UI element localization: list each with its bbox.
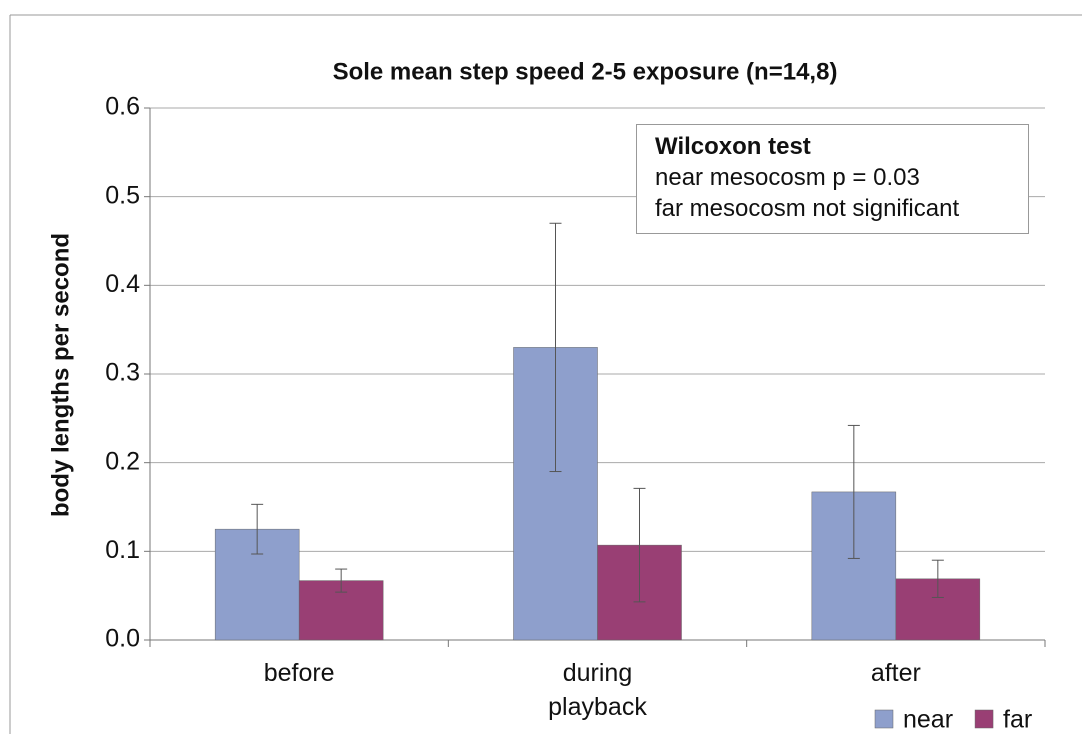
- error-bar: [847, 424, 860, 559]
- y-tick-label: 0.0: [105, 625, 140, 653]
- annotation-title: Wilcoxon test: [655, 133, 811, 160]
- x-tick-label: during playback: [548, 659, 647, 721]
- error-bar: [633, 487, 646, 603]
- annotation-box: Wilcoxon test near mesocosm p = 0.03 far…: [636, 124, 1029, 234]
- error-bar: [549, 222, 562, 473]
- annotation-line: near mesocosm p = 0.03: [655, 164, 920, 191]
- x-tick-label: before: [263, 659, 335, 687]
- y-tick-label: 0.6: [105, 93, 140, 121]
- legend-label: near: [903, 706, 953, 734]
- x-tick-label: after: [870, 659, 921, 687]
- chart-title: Sole mean step speed 2-5 exposure (n=14,…: [333, 58, 838, 85]
- y-tick-label: 0.4: [105, 270, 140, 298]
- y-tick-label: 0.2: [105, 447, 140, 475]
- y-tick-label: 0.3: [105, 359, 140, 387]
- error-bar: [335, 568, 348, 593]
- legend-swatch: [874, 709, 894, 729]
- annotation-line: far mesocosm not significant: [655, 195, 960, 222]
- y-tick-label: 0.1: [105, 536, 140, 564]
- y-axis-label: body lengths per second: [47, 233, 74, 517]
- legend-label: far: [1003, 706, 1032, 734]
- legend-swatch: [974, 709, 994, 729]
- error-bar: [251, 503, 264, 555]
- error-bar: [931, 559, 944, 598]
- y-tick-label: 0.5: [105, 181, 140, 209]
